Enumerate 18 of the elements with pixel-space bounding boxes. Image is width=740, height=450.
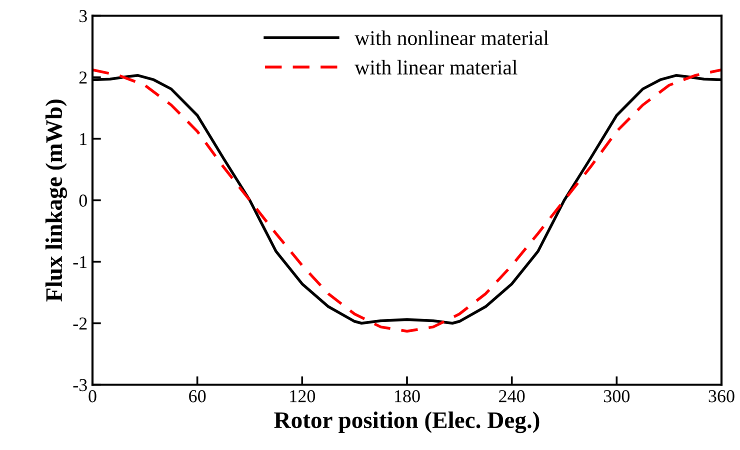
y-tick-label: -3 — [73, 379, 87, 392]
y-tick-label: 0 — [79, 194, 87, 207]
y-axis-title: Flux linkage (mWb) — [45, 100, 68, 302]
y-tick-label: 3 — [79, 10, 87, 22]
y-tick-label: -2 — [73, 318, 87, 330]
legend-label: with nonlinear material — [354, 30, 549, 46]
y-tick-label: 1 — [80, 133, 87, 146]
x-tick-label: 180 — [395, 390, 420, 402]
legend-label: with linear material — [354, 60, 518, 75]
x-tick-label: 0 — [88, 390, 96, 402]
y-tick-label: 2 — [79, 72, 87, 84]
x-tick-label: 300 — [604, 390, 630, 402]
x-axis-title: Rotor position (Elec. Deg.) — [274, 412, 540, 434]
y-tick-label: -1 — [73, 256, 87, 268]
x-tick-label: 120 — [290, 390, 316, 402]
x-tick-label: 60 — [189, 390, 206, 402]
x-tick-label: 240 — [499, 390, 525, 402]
x-tick-label: 360 — [708, 390, 734, 402]
